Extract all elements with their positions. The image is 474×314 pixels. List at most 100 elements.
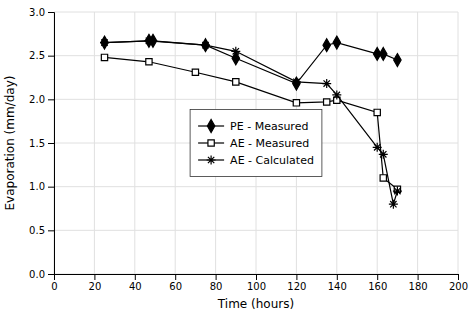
tick-mark [458,274,459,280]
tick: 140 [328,274,347,292]
series-marker [293,77,300,90]
grid-line-y [54,230,458,231]
tick-label: 180 [409,281,428,292]
tick-label: 1.5 [29,138,45,149]
series-marker [380,175,386,181]
x-axis-title: Time (hours) [217,297,294,311]
tick-mark [48,274,54,275]
tick-label: 100 [247,281,266,292]
tick-mark [418,274,419,280]
legend-marker [208,140,214,146]
tick-mark [256,274,257,280]
tick-label: 120 [287,281,306,292]
tick: 3.0 [29,7,54,18]
tick: 0.0 [29,269,54,280]
tick-label: 60 [169,281,182,292]
tick-mark [377,274,378,280]
legend-label: PE - Measured [230,120,308,133]
y-axis: 0.0 0.5 1.0 1.5 2.0 2.5 3.0 [29,7,54,280]
series-marker [389,200,398,209]
tick: 160 [368,274,387,292]
series-marker [323,39,330,52]
legend-marker [207,120,214,133]
tick-label: 20 [89,281,102,292]
series-line [105,41,398,204]
chart: 0 20 40 60 80 100 120 140 160 180 200 0.0 0.5 1.0 1.5 2… [0,0,474,314]
tick-mark [48,99,54,100]
tick-mark [48,187,54,188]
series-marker [333,36,340,49]
legend-box [190,110,322,177]
tick-mark [216,274,217,280]
grid-line-y [54,99,458,100]
tick: 180 [409,274,428,292]
tick-mark [48,230,54,231]
series-marker [101,36,108,49]
legend-label: AE - Measured [230,137,309,150]
tick-label: 2.5 [29,50,45,61]
legend: PE - Measured AE - Measured AE - Calculate… [190,110,322,177]
tick-mark [48,143,54,144]
tick: 60 [169,274,182,292]
series-marker [101,54,107,60]
tick-label: 140 [328,281,347,292]
series-marker [146,59,152,65]
series-marker [292,77,301,86]
series-marker [201,41,210,50]
axis-line [48,13,55,275]
tick-mark [48,56,54,57]
tick: 200 [449,274,468,292]
tick-label: 40 [129,281,142,292]
tick-label: 0 [51,281,57,292]
series-marker [144,36,153,45]
plot: 0 20 40 60 80 100 120 140 160 180 200 0.0 0.5 1.0 1.5 2… [29,7,468,292]
series-marker [394,54,401,67]
tick-label: 80 [210,281,223,292]
tick: 1.5 [29,138,54,149]
tick: 120 [287,274,306,292]
tick: 1.0 [29,181,54,192]
legend-item: PE - Measured [198,120,308,133]
series-marker [322,79,331,88]
tick-label: 160 [368,281,387,292]
tick-mark [175,274,176,280]
tick: 20 [89,274,102,292]
series-marker [374,109,380,115]
y-axis-title: Evaporation (mm/day) [3,76,17,211]
tick: 100 [247,274,266,292]
series-marker [332,90,341,99]
tick-label: 1.0 [29,181,45,192]
series-marker [233,79,239,85]
tick: 40 [129,274,142,292]
axis-line [55,275,459,281]
tick-mark [48,12,54,13]
series-marker [293,100,299,106]
marks [100,34,402,208]
series-marker [192,69,198,75]
series-marker [231,47,240,56]
tick: 0.5 [29,225,54,236]
tick-label: 200 [449,281,468,292]
series-marker [324,99,330,105]
legend-label: AE - Calculated [230,154,314,167]
series-marker [202,39,209,52]
grid-line-y [54,12,458,13]
tick: 2.0 [29,94,54,105]
tick-label: 2.0 [29,94,45,105]
series-marker [379,150,388,159]
tick: 0 [51,274,57,292]
series-line [105,57,398,189]
tick: 2.5 [29,50,54,61]
series-marker [373,143,382,152]
series-marker [380,47,387,60]
legend-item: AE - Measured [198,137,309,150]
series-marker [393,187,402,196]
tick-label: 0.0 [29,269,45,280]
tick-label: 3.0 [29,7,45,18]
tick-label: 0.5 [29,225,45,236]
legend-marker [207,156,216,165]
tick-mark [337,274,338,280]
tick-mark [135,274,136,280]
legend-item: AE - Calculated [198,154,314,167]
tick: 80 [210,274,223,292]
